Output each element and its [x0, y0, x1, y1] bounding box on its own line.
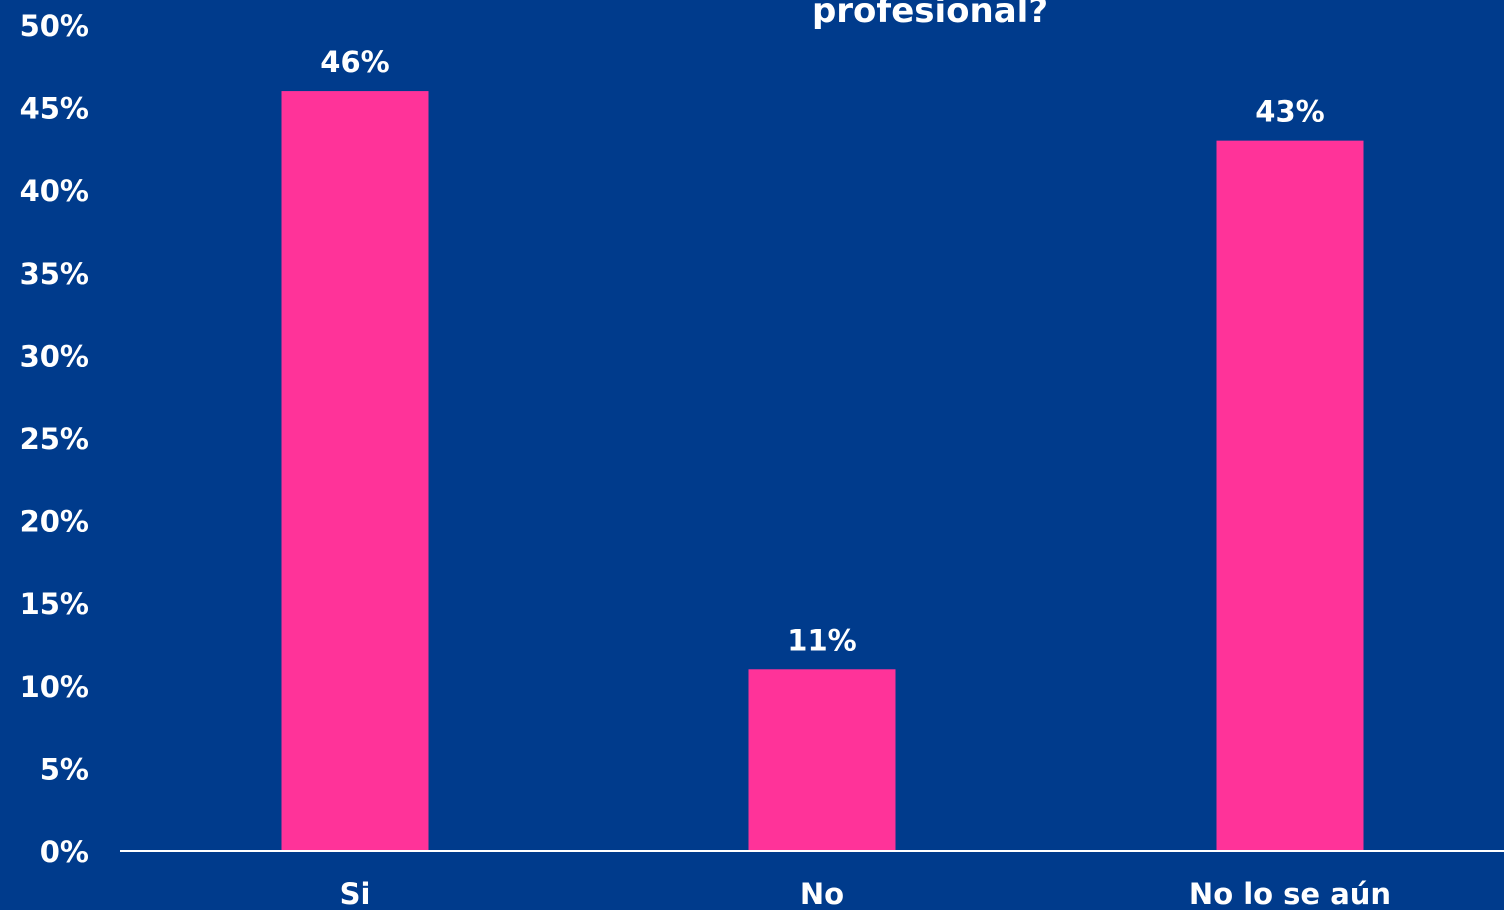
- category-label: No lo se aún: [1189, 877, 1391, 910]
- data-labels: 46% 11% 43%: [320, 45, 1324, 657]
- bar: [748, 669, 896, 851]
- y-tick-label: 45%: [20, 92, 89, 126]
- data-label: 46%: [320, 45, 389, 79]
- y-tick-label: 50%: [20, 9, 89, 43]
- y-tick-label: 40%: [20, 174, 89, 208]
- bar: [281, 91, 429, 851]
- y-tick-label: 5%: [40, 752, 89, 786]
- category-labels: Si No No lo se aún: [340, 877, 1391, 910]
- y-tick-label: 15%: [20, 587, 89, 621]
- y-tick-label: 35%: [20, 257, 89, 291]
- data-label: 11%: [787, 623, 856, 657]
- y-tick-label: 0%: [40, 835, 89, 869]
- y-tick-label: 25%: [20, 422, 89, 456]
- bar: [1216, 140, 1364, 851]
- y-axis-ticks: 0% 5% 10% 15% 20% 25% 30% 35% 40% 45% 50%: [20, 9, 89, 869]
- y-tick-label: 20%: [20, 505, 89, 539]
- chart-title: profesional?: [812, 0, 1048, 31]
- y-tick-label: 10%: [20, 670, 89, 704]
- bars: [281, 91, 1364, 851]
- data-label: 43%: [1255, 95, 1324, 129]
- y-tick-label: 30%: [20, 339, 89, 373]
- category-label: Si: [340, 877, 371, 910]
- category-label: No: [800, 877, 844, 910]
